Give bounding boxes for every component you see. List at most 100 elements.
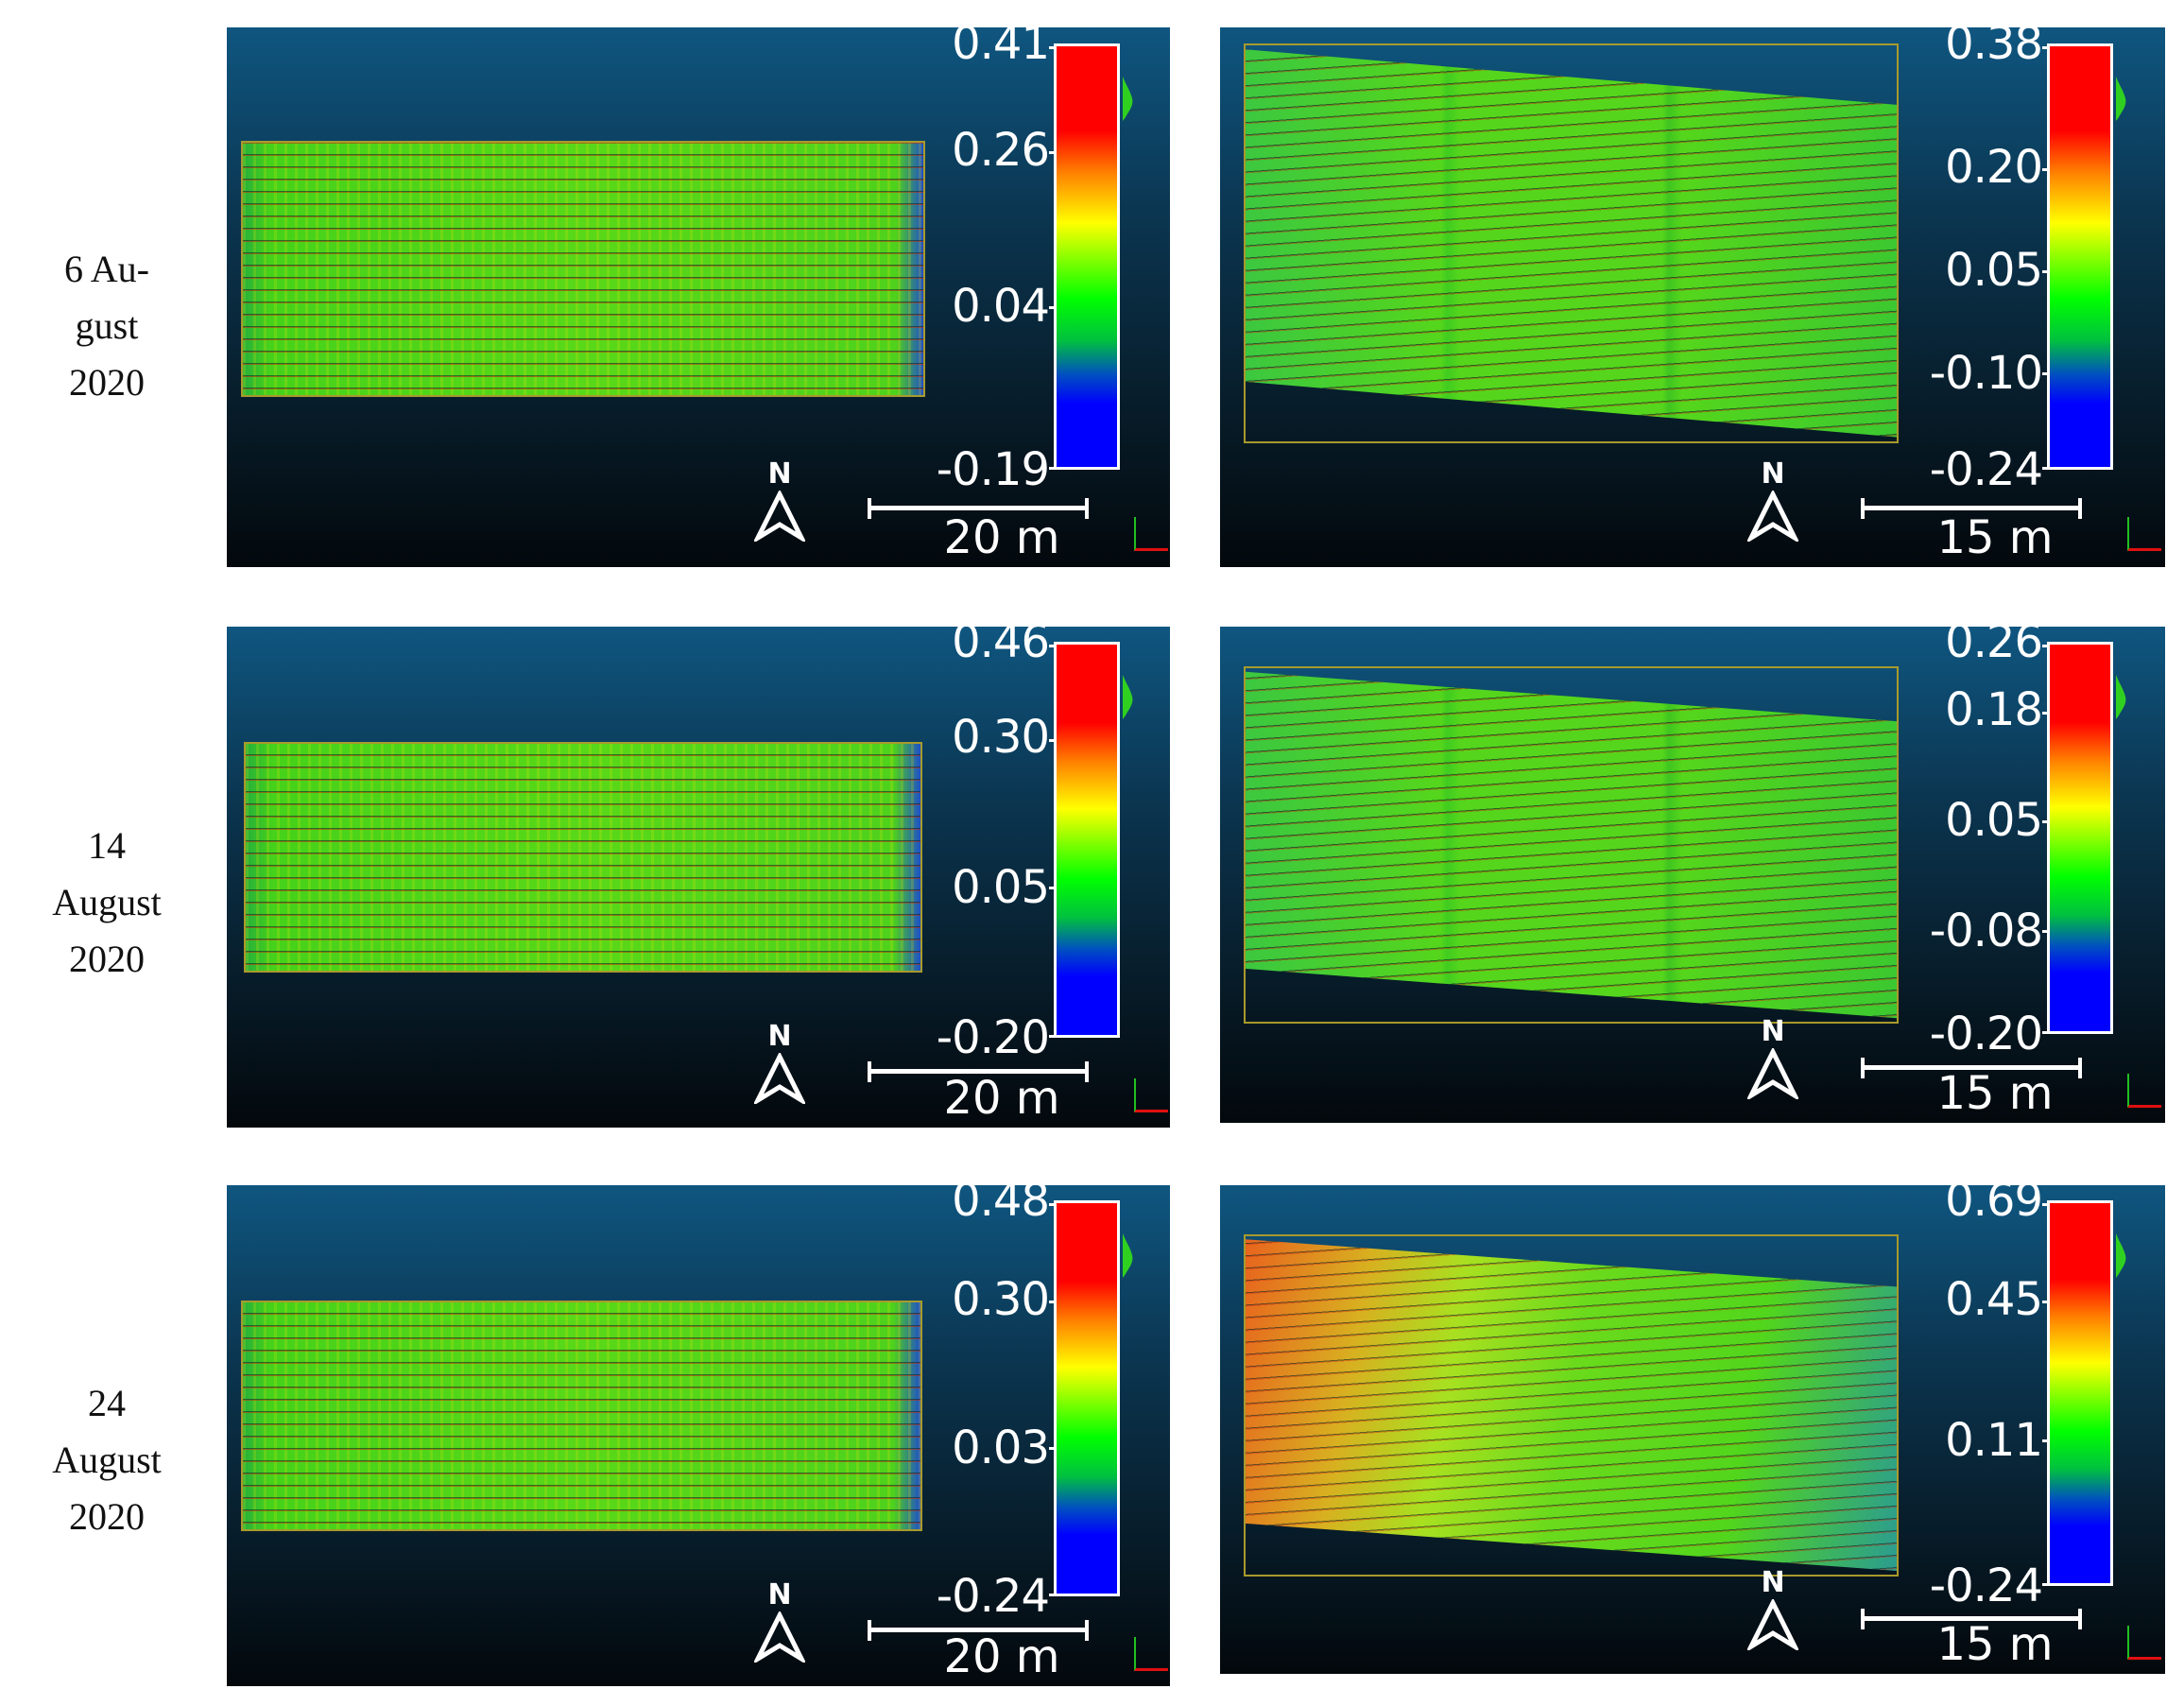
colorbar-tick xyxy=(1049,305,1057,309)
north-arrow-icon: N xyxy=(751,457,808,545)
date-label-line: 2020 xyxy=(69,1495,145,1538)
point-cloud-panel-right: 0.69 0.45 0.11 -0.24 N 15 m xyxy=(1220,1185,2165,1674)
value-histogram xyxy=(2116,77,2126,122)
point-cloud-panel-right: 0.38 0.20 0.05 -0.10 -0.24 N 15 m xyxy=(1220,27,2165,567)
scale-bar xyxy=(868,1061,1089,1083)
colorbar-tick xyxy=(2042,1202,2050,1206)
axis-triad-icon xyxy=(2127,1074,2161,1109)
scale-bar xyxy=(1861,1609,2082,1630)
colorbar-tick xyxy=(1049,1446,1057,1450)
colorbar-tick-label: 0.05 xyxy=(1945,244,2043,298)
colorbar-tick-label: -0.10 xyxy=(1929,347,2043,401)
north-label: N xyxy=(767,1577,792,1611)
north-label: N xyxy=(1761,457,1785,491)
colorbar-tick-label: 0.04 xyxy=(952,280,1050,334)
axis-triad-icon xyxy=(1134,1637,1168,1672)
colorbar-tick-label: 0.05 xyxy=(1945,794,2043,848)
colorbar-tick xyxy=(1049,46,1057,50)
value-histogram xyxy=(1123,1232,1133,1278)
axis-triad-icon xyxy=(2127,516,2161,551)
date-label-line: gust xyxy=(75,304,139,347)
colorbar-tick-label: 0.38 xyxy=(1945,27,2043,71)
colorbar-tick-label: 0.30 xyxy=(952,711,1050,765)
colorbar-tick xyxy=(2042,467,2050,471)
colorbar-tick-label: 0.41 xyxy=(952,27,1050,71)
date-label-line: 24 xyxy=(88,1382,126,1424)
field-bounding-box xyxy=(1244,1233,1899,1577)
colorbar xyxy=(1049,1199,1120,1596)
colorbar-tick xyxy=(1049,738,1057,742)
histogram-shape xyxy=(1123,1232,1133,1278)
colorbar-tick xyxy=(1049,1301,1057,1304)
height-difference-point-cloud xyxy=(1246,1239,1897,1571)
colorbar-tick xyxy=(2042,1439,2050,1443)
row-date-label: 6 Au-gust 2020 xyxy=(0,241,214,411)
colorbar-tick xyxy=(2042,46,2050,50)
value-histogram xyxy=(2116,1232,2126,1278)
field-bounding-box xyxy=(1244,43,1899,443)
colorbar-tick-label: -0.20 xyxy=(1929,1007,2043,1060)
height-difference-point-cloud xyxy=(1246,49,1897,438)
axis-triad-icon xyxy=(2127,1625,2161,1660)
histogram-shape xyxy=(2116,674,2126,719)
field-bounding-box xyxy=(241,140,925,398)
point-cloud-panel-left: 0.46 0.30 0.05 -0.20 N 20 m xyxy=(227,627,1170,1128)
colorbar-tick-label: 0.26 xyxy=(952,123,1050,177)
colorbar-tick xyxy=(2042,644,2050,647)
scale-bar-label: 15 m xyxy=(1936,511,2054,565)
date-label-line: 2020 xyxy=(69,938,145,980)
scale-bar-label: 15 m xyxy=(1936,1618,2054,1672)
histogram-shape xyxy=(2116,77,2126,122)
colorbar-tick-label: -0.20 xyxy=(936,1010,1050,1064)
row-date-label: 24 August 2020 xyxy=(0,1375,214,1545)
colorbar-tick xyxy=(2042,1030,2050,1034)
colorbar-tick-label: 0.48 xyxy=(952,1185,1050,1227)
axis-triad-icon xyxy=(1134,516,1168,551)
colorbar-tick xyxy=(2042,270,2050,274)
colorbar-labels: 0.69 0.45 0.11 -0.24 xyxy=(1220,1185,2043,1612)
field-bounding-box xyxy=(241,1300,922,1531)
colorbar-tick-label: 0.46 xyxy=(952,627,1050,668)
north-label: N xyxy=(767,1019,792,1053)
north-arrow-icon: N xyxy=(1745,1566,1801,1654)
field-bounding-box xyxy=(1244,666,1899,1024)
arrow-icon xyxy=(751,1610,808,1665)
colorbar-tick xyxy=(1049,467,1057,471)
colorbar-tick-label: -0.24 xyxy=(936,1569,1050,1623)
colorbar-tick xyxy=(1049,887,1057,890)
colorbar-labels: 0.26 0.18 0.05 -0.08 -0.20 xyxy=(1220,627,2043,1060)
colorbar-tick-label: -0.24 xyxy=(1929,443,2043,497)
height-difference-point-cloud xyxy=(1246,671,1897,1019)
field-bounding-box xyxy=(244,741,922,973)
height-difference-point-cloud xyxy=(246,743,920,971)
colorbar-tick-label: 0.18 xyxy=(1945,682,2043,736)
date-label-line: 6 Au- xyxy=(64,248,149,290)
date-label-line: 2020 xyxy=(69,361,145,404)
scale-bar-label: 20 m xyxy=(943,511,1060,565)
colorbar-tick xyxy=(2042,1301,2050,1304)
colorbar-tick xyxy=(2042,820,2050,824)
arrow-icon xyxy=(1745,1597,1801,1653)
scale-bar xyxy=(868,1620,1089,1642)
colorbar-tick-label: 0.03 xyxy=(952,1421,1050,1474)
colorbar-tick-label: 0.45 xyxy=(1945,1272,2043,1326)
point-cloud-panel-right: 0.26 0.18 0.05 -0.08 -0.20 N 15 m xyxy=(1220,627,2165,1123)
point-cloud-panel-left: 0.41 0.26 0.04 -0.19 N 20 m xyxy=(227,27,1170,567)
colorbar-tick-label: 0.26 xyxy=(1945,627,2043,668)
colorbar-tick xyxy=(1049,1593,1057,1596)
colorbar-tick-label: -0.24 xyxy=(1929,1559,2043,1612)
colorbar-tick-label: -0.19 xyxy=(936,443,1050,497)
north-label: N xyxy=(1761,1015,1785,1048)
colorbar-labels: 0.38 0.20 0.05 -0.10 -0.24 xyxy=(1220,27,2043,496)
scale-bar xyxy=(1861,497,2082,519)
date-label-line: 14 xyxy=(88,824,126,867)
value-histogram xyxy=(2116,674,2126,719)
point-cloud-panel-left: 0.48 0.30 0.03 -0.24 N 20 m xyxy=(227,1185,1170,1686)
colorbar xyxy=(1049,43,1120,471)
colorbar-tick xyxy=(2042,929,2050,933)
height-difference-point-cloud xyxy=(243,1301,920,1529)
arrow-icon xyxy=(1745,1046,1801,1102)
north-label: N xyxy=(767,457,792,491)
colorbar-tick xyxy=(2042,371,2050,375)
histogram-shape xyxy=(1123,77,1133,122)
